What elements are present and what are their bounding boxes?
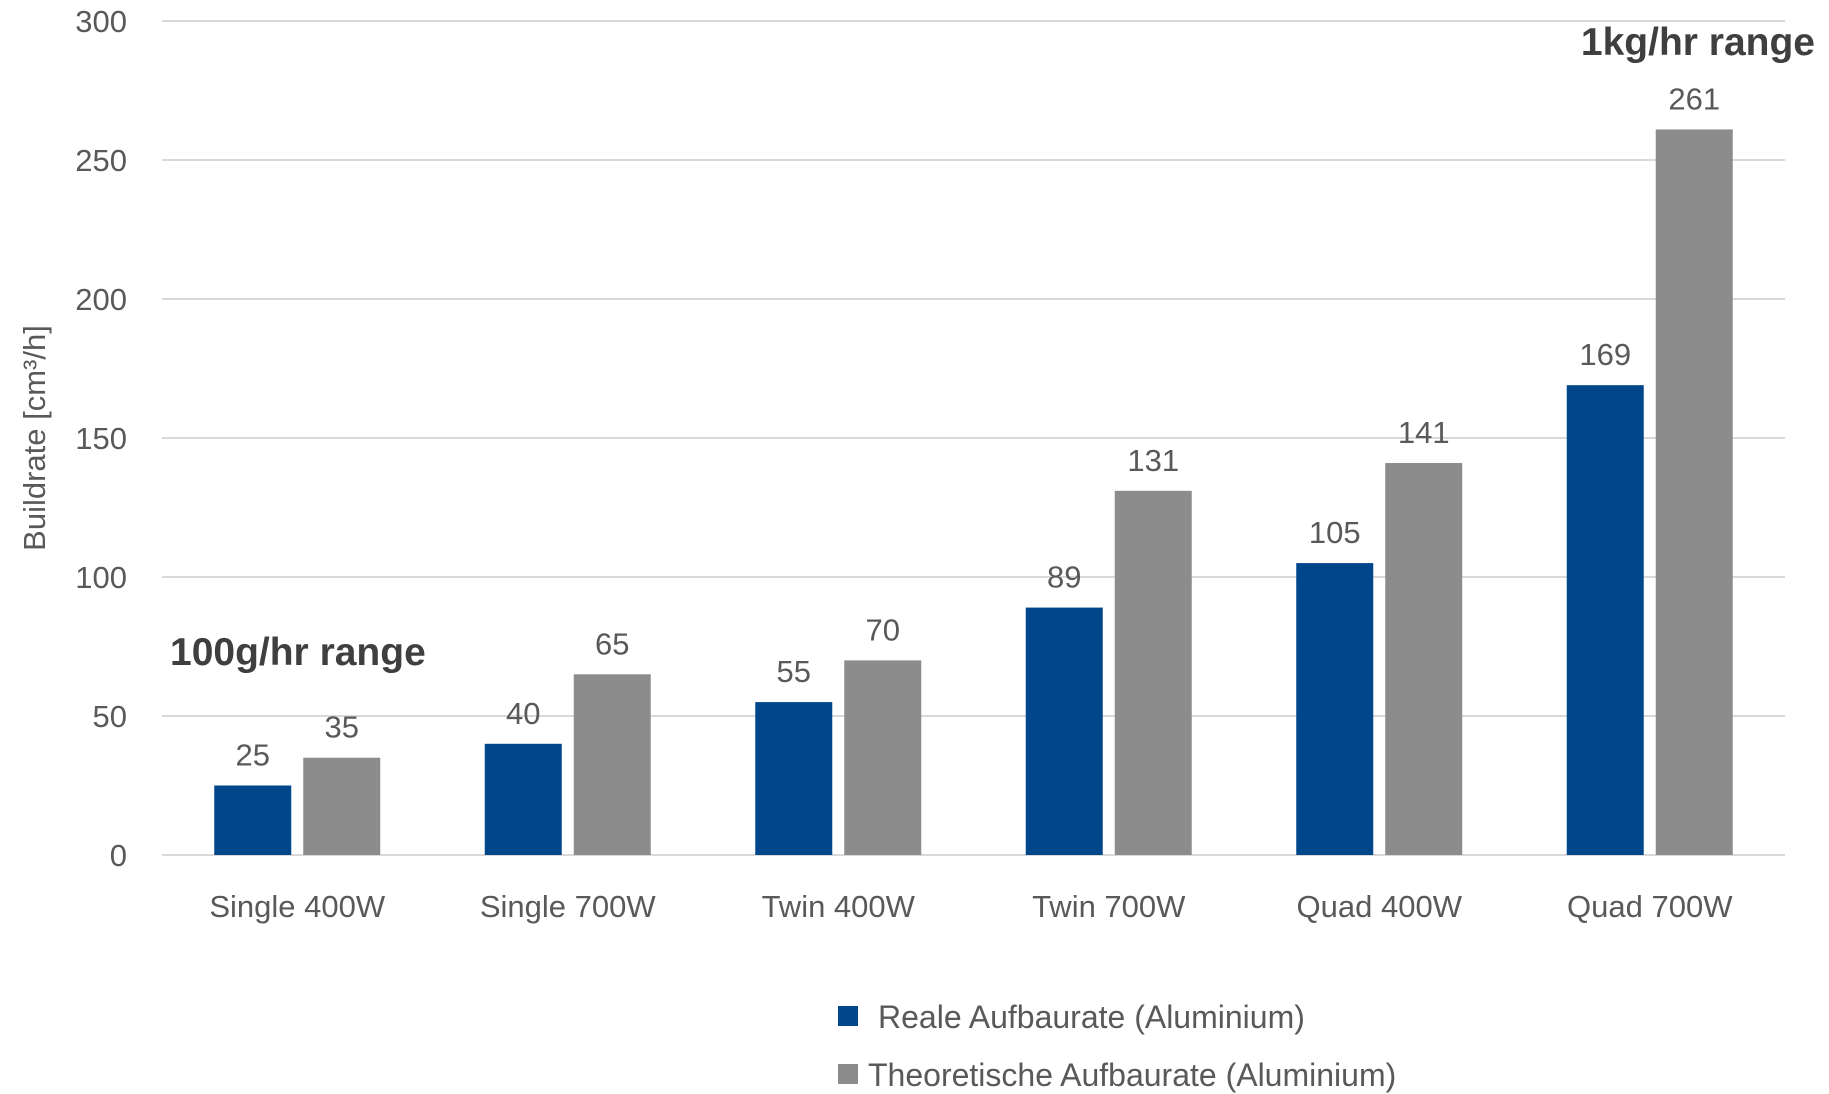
bar-reale-3	[1025, 607, 1103, 855]
value-label-reale-4: 105	[1309, 515, 1361, 550]
x-tick-label-0: Single 400W	[209, 889, 386, 924]
bar-theoretische-1	[573, 674, 651, 855]
bar-theoretische-2	[844, 660, 922, 855]
y-axis-title: Buildrate [cm³/h]	[17, 325, 52, 551]
bar-reale-2	[755, 702, 833, 855]
value-labels: 25 35 40 65 55 70 89 131 105 141 169 261	[236, 81, 1721, 772]
legend-label-reale: Reale Aufbaurate (Aluminium)	[878, 999, 1305, 1035]
y-tick-label-50: 50	[93, 699, 127, 734]
x-tick-label-1: Single 700W	[480, 889, 657, 924]
legend-label-theoretische: Theoretische Aufbaurate (Aluminium)	[868, 1057, 1396, 1093]
value-label-theoretische-0: 35	[325, 710, 359, 745]
legend: Reale Aufbaurate (Aluminium) Theoretisch…	[838, 999, 1396, 1093]
y-tick-label-300: 300	[75, 4, 127, 39]
value-label-reale-2: 55	[777, 654, 811, 689]
annotation-100g-range: 100g/hr range	[170, 631, 426, 674]
value-label-reale-5: 169	[1579, 337, 1631, 372]
x-tick-label-2: Twin 400W	[762, 889, 916, 924]
bar-theoretische-0	[303, 757, 381, 855]
value-label-theoretische-5: 261	[1668, 81, 1720, 116]
y-tick-label-150: 150	[75, 421, 127, 456]
bar-reale-1	[484, 743, 562, 855]
y-tick-label-100: 100	[75, 560, 127, 595]
bar-theoretische-3	[1114, 490, 1192, 855]
x-tick-label-4: Quad 400W	[1297, 889, 1463, 924]
bars	[214, 129, 1733, 856]
value-label-theoretische-4: 141	[1398, 415, 1450, 450]
legend-swatch-theoretische	[838, 1064, 858, 1084]
x-tick-label-3: Twin 700W	[1032, 889, 1186, 924]
gridlines	[162, 20, 1785, 856]
value-label-theoretische-2: 70	[866, 612, 900, 647]
value-label-reale-0: 25	[236, 738, 270, 773]
bar-reale-5	[1566, 385, 1644, 855]
bar-theoretische-5	[1655, 129, 1733, 856]
y-tick-label-0: 0	[110, 838, 127, 873]
bar-reale-4	[1296, 563, 1374, 855]
bar-theoretische-4	[1385, 463, 1463, 855]
y-tick-label-200: 200	[75, 282, 127, 317]
annotation-1kg-range: 1kg/hr range	[1581, 21, 1815, 64]
y-tick-label-250: 250	[75, 143, 127, 178]
legend-swatch-reale	[838, 1006, 858, 1026]
value-label-reale-3: 89	[1047, 560, 1081, 595]
value-label-theoretische-3: 131	[1127, 443, 1179, 478]
bar-reale-0	[214, 785, 292, 855]
value-label-reale-1: 40	[506, 696, 540, 731]
axes: 0 50 100 150 200 250 300 Single 400W Single 700W…	[75, 4, 1733, 924]
x-tick-label-5: Quad 700W	[1567, 889, 1733, 924]
value-label-theoretische-1: 65	[595, 626, 629, 661]
